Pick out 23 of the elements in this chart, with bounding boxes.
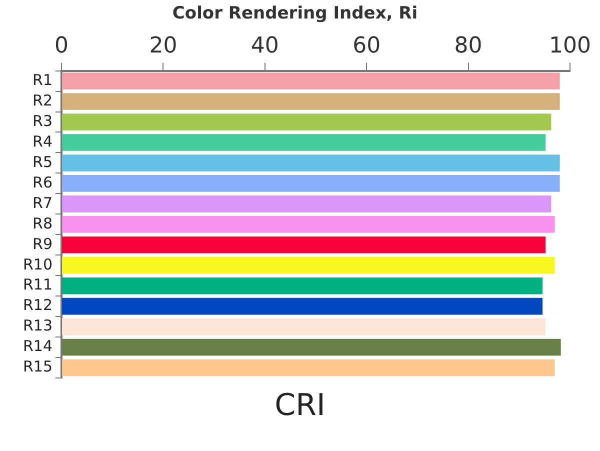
y-tick-label: R12	[22, 296, 53, 314]
y-tick-label: R7	[32, 194, 53, 212]
y-tick-label: R3	[32, 112, 53, 130]
chart-title: Color Rendering Index, Ri	[172, 4, 418, 24]
y-tick-label: R13	[22, 316, 53, 335]
y-tick-label: R6	[32, 173, 53, 192]
y-tick-label: R14	[22, 337, 53, 356]
y-tick-label: R8	[32, 214, 53, 232]
x-tick-label: 60	[352, 33, 381, 58]
text: CRI	[274, 388, 326, 423]
x-tick-label: 20	[149, 33, 178, 58]
y-tick-label: R15	[22, 358, 53, 376]
y-tick-label: R1	[32, 70, 53, 89]
y-tick-label: R10	[22, 255, 53, 274]
y-tick-label: R5	[32, 152, 53, 171]
y-tick-label: R11	[22, 276, 53, 294]
x-tick-label: 80	[454, 33, 482, 58]
y-tick-label: R9	[32, 234, 53, 253]
x-tick-label: 100	[549, 33, 591, 58]
x-tick-label: 0	[54, 33, 69, 58]
y-tick-label: R4	[32, 132, 53, 150]
x-tick-label: 40	[250, 33, 279, 58]
y-tick-label: R2	[32, 91, 53, 110]
